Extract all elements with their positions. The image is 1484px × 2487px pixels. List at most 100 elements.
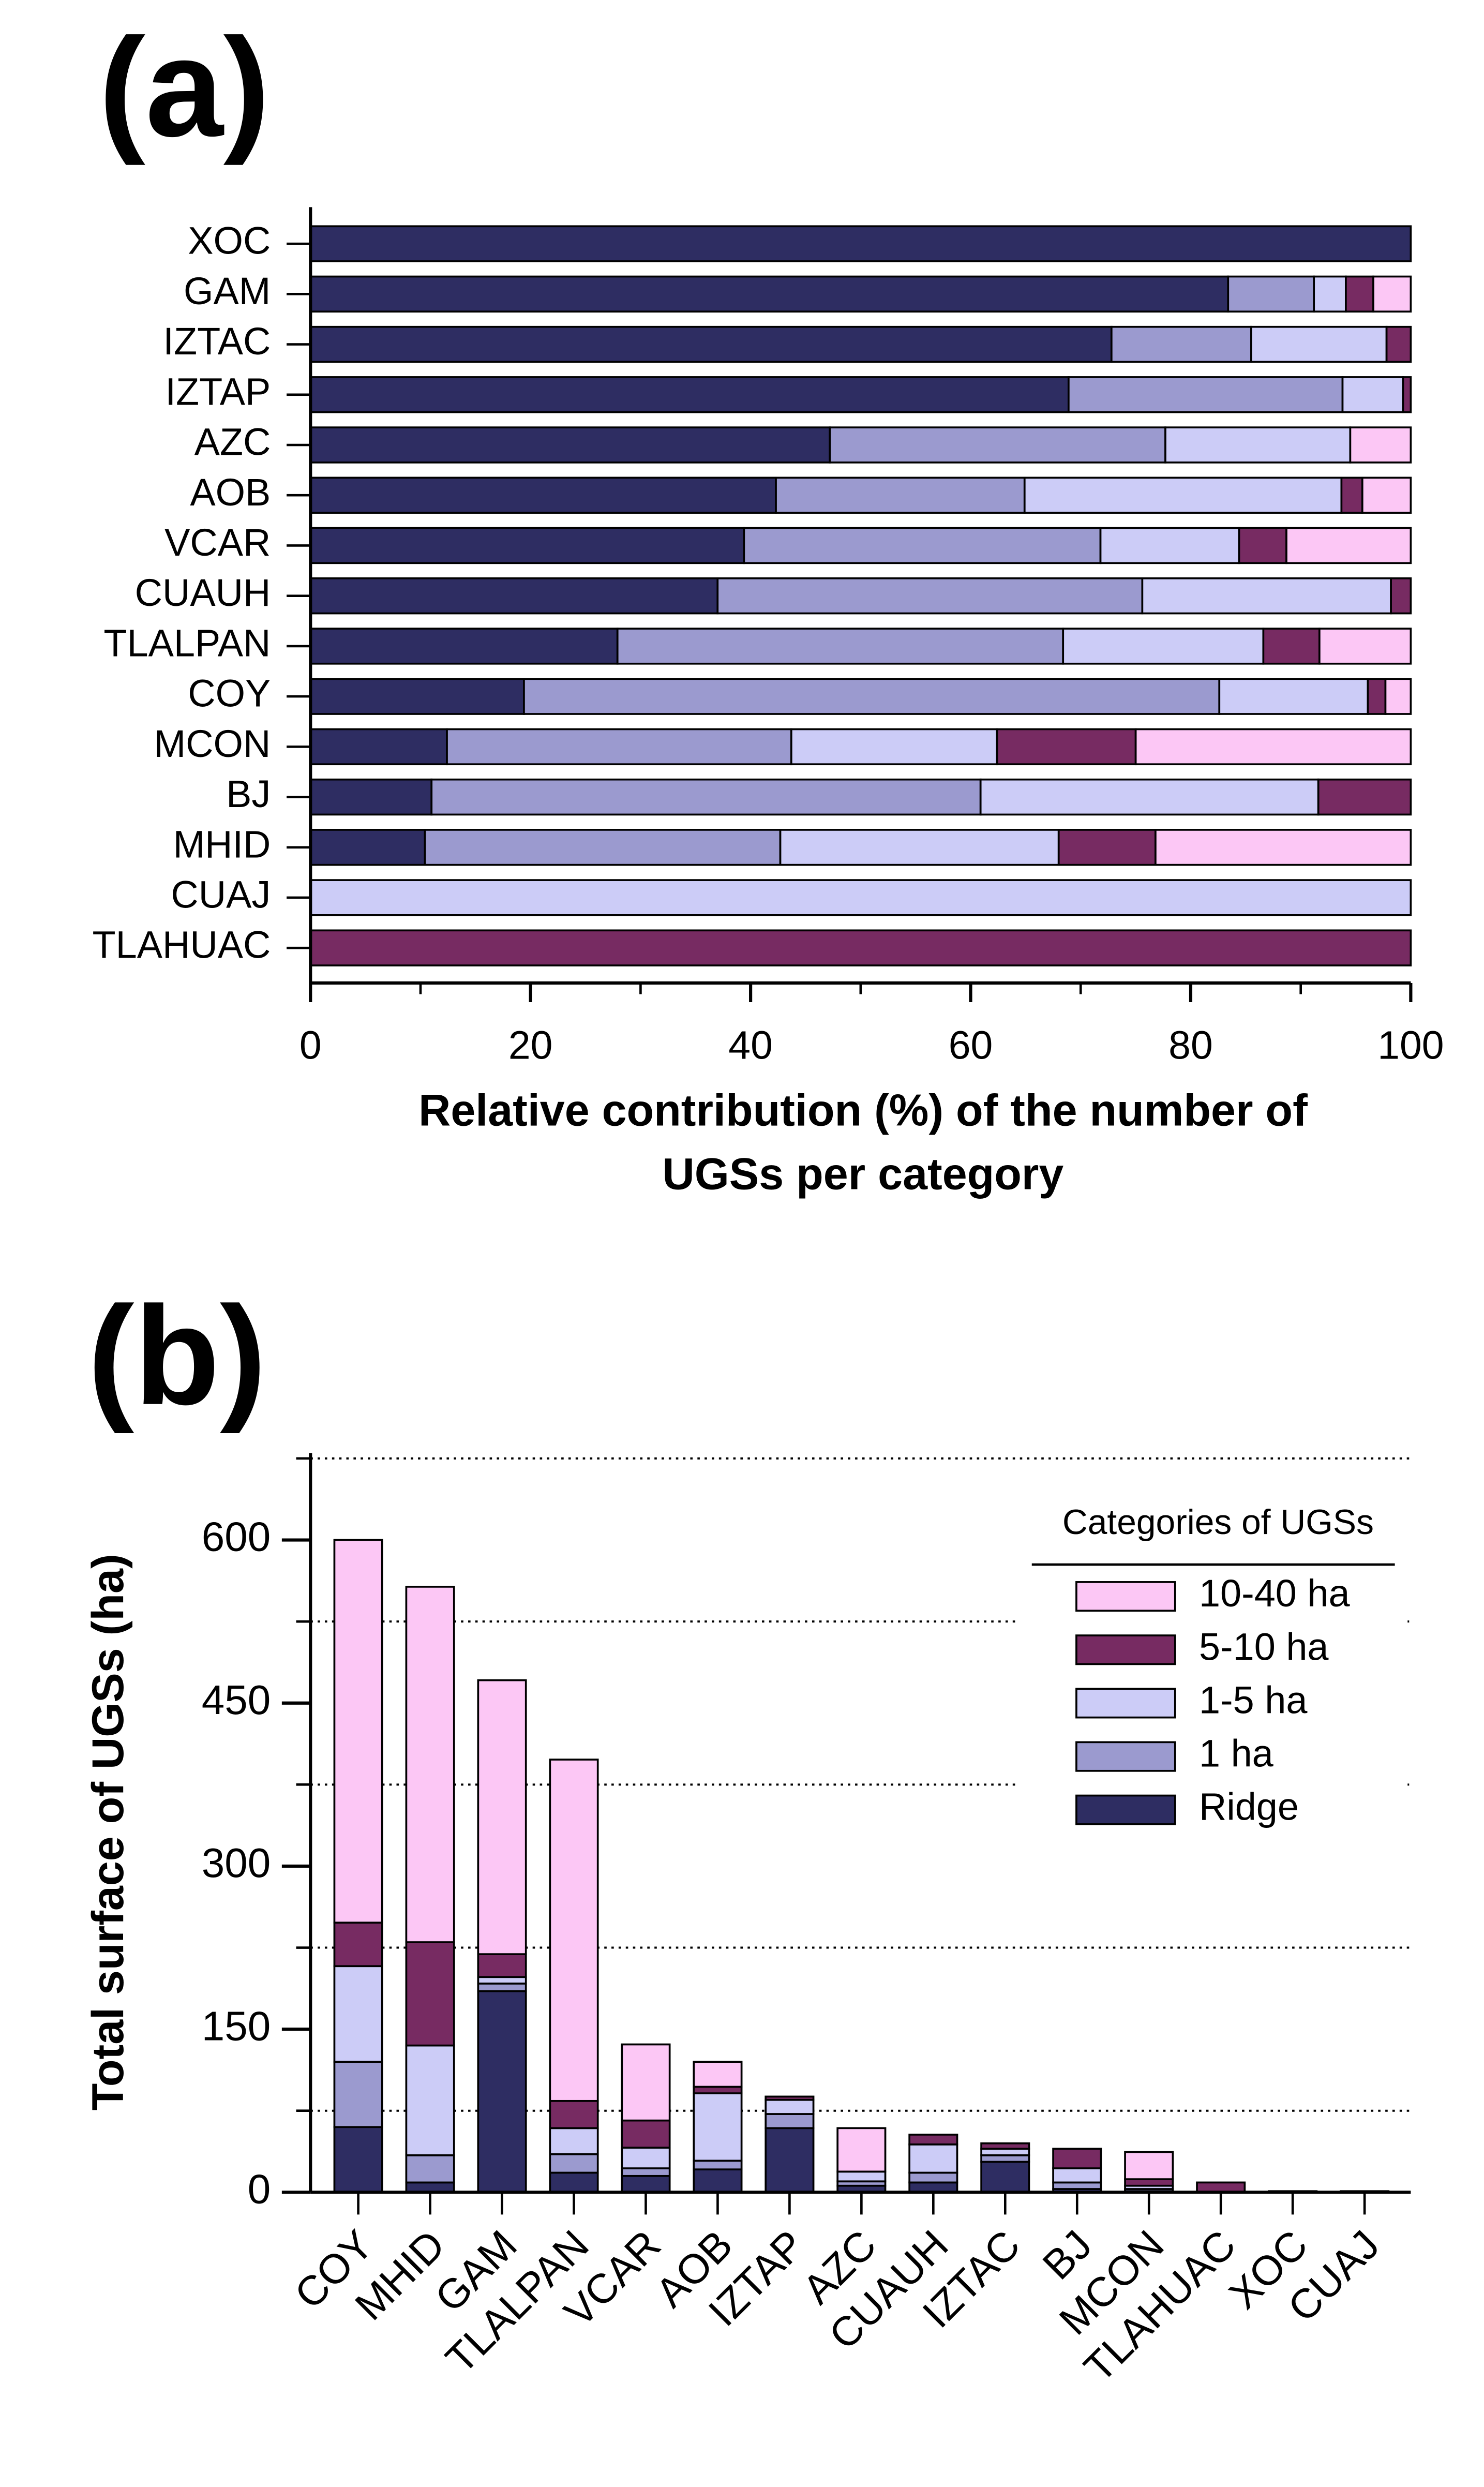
panel-label: (b) bbox=[87, 1278, 266, 1435]
bar-segment bbox=[1349, 426, 1412, 464]
x-tick-label: 0 bbox=[299, 1023, 322, 1068]
y-tick-label: GAM bbox=[184, 270, 271, 312]
bar-segment bbox=[979, 778, 1320, 816]
bar-segment bbox=[1384, 678, 1412, 715]
bar-segment bbox=[1361, 476, 1412, 514]
bar-segment bbox=[1250, 325, 1388, 363]
bar-segment bbox=[1052, 2181, 1102, 2190]
bar-segment bbox=[309, 879, 1412, 916]
bar-segment bbox=[309, 426, 831, 464]
y-tick-label: IZTAP bbox=[166, 370, 271, 413]
y-tick-label: 150 bbox=[202, 2003, 271, 2049]
bar-segment bbox=[309, 527, 745, 564]
bar-segment bbox=[980, 2161, 1030, 2194]
bar-segment bbox=[405, 1586, 455, 1943]
bar-segment bbox=[1134, 728, 1412, 766]
y-tick-label: 300 bbox=[202, 1840, 271, 1886]
bar-segment bbox=[1367, 678, 1387, 715]
bar-segment bbox=[1345, 275, 1374, 313]
bar-segment bbox=[1068, 376, 1344, 413]
bar-segment bbox=[621, 2147, 671, 2169]
bar-segment bbox=[716, 577, 1144, 615]
bar-segment bbox=[1218, 678, 1369, 715]
x-tick-label: 40 bbox=[728, 1023, 773, 1068]
bar-segment bbox=[621, 2175, 671, 2194]
legend-label: 1-5 ha bbox=[1199, 1678, 1308, 1721]
legend-swatch bbox=[1075, 1581, 1176, 1612]
bar-segment bbox=[477, 1953, 527, 1978]
bar-segment bbox=[765, 2098, 815, 2115]
bar-segment bbox=[775, 476, 1026, 514]
bar-segment bbox=[693, 2092, 743, 2162]
bar-segment bbox=[1390, 577, 1412, 615]
bar-segment bbox=[836, 2170, 887, 2183]
bar-segment bbox=[309, 728, 448, 766]
bar-segment bbox=[309, 778, 433, 816]
x-axis-label: Relative contribution (%) of the number … bbox=[418, 1085, 1308, 1135]
x-tick-label: 100 bbox=[1377, 1023, 1444, 1068]
bar-segment bbox=[621, 2119, 671, 2149]
panel-label: (a) bbox=[99, 9, 270, 166]
y-tick-label: CUAJ bbox=[171, 873, 271, 916]
bar-segment bbox=[1141, 577, 1392, 615]
y-tick-label: CUAUH bbox=[135, 571, 271, 614]
bar-segment bbox=[405, 2154, 455, 2184]
bar-segment bbox=[908, 2171, 958, 2184]
bar-segment bbox=[424, 829, 782, 866]
bar-segment bbox=[908, 2143, 958, 2174]
y-tick-label: IZTAC bbox=[163, 320, 271, 363]
bar-segment bbox=[309, 577, 719, 615]
bar-segment bbox=[446, 728, 792, 766]
bar-segment bbox=[309, 628, 619, 665]
bar-segment bbox=[309, 225, 1412, 262]
bar-segment bbox=[477, 1990, 527, 2194]
bar-segment bbox=[765, 2095, 815, 2101]
bar-segment bbox=[1317, 778, 1412, 816]
bar-segment bbox=[309, 929, 1412, 966]
bar-segment bbox=[1110, 325, 1252, 363]
bar-segment bbox=[1052, 2167, 1102, 2184]
legend-label: 1 ha bbox=[1199, 1732, 1274, 1775]
bar-segment bbox=[1402, 376, 1412, 413]
bar-segment bbox=[743, 527, 1102, 564]
y-tick-label: COY bbox=[188, 672, 271, 715]
y-tick-label: BJ bbox=[226, 772, 271, 815]
bar-segment bbox=[1340, 476, 1363, 514]
bar-segment bbox=[477, 1679, 527, 1955]
bar-segment bbox=[765, 2113, 815, 2129]
y-tick-label: TLALPAN bbox=[103, 621, 271, 664]
bar-segment bbox=[836, 2127, 887, 2173]
bar-segment bbox=[1124, 2151, 1174, 2180]
bar-segment bbox=[980, 2148, 1030, 2156]
bar-segment bbox=[693, 2160, 743, 2171]
bar-segment bbox=[1155, 829, 1412, 866]
bar-segment bbox=[430, 778, 982, 816]
legend-swatch bbox=[1075, 1794, 1176, 1825]
bar-segment bbox=[790, 728, 998, 766]
bar-segment bbox=[908, 2134, 958, 2146]
bar-segment bbox=[829, 426, 1166, 464]
legend-swatch bbox=[1075, 1634, 1176, 1665]
bar-segment bbox=[549, 1759, 599, 2102]
bar-segment bbox=[477, 1983, 527, 1992]
bar-segment bbox=[1318, 628, 1412, 665]
x-axis-label: UGSs per category bbox=[663, 1149, 1064, 1199]
bar-segment bbox=[1262, 628, 1321, 665]
bar-segment bbox=[1164, 426, 1352, 464]
bar-segment bbox=[1385, 325, 1412, 363]
bar-segment bbox=[980, 2154, 1030, 2163]
bar-segment bbox=[405, 2044, 455, 2156]
legend-swatch bbox=[1075, 1688, 1176, 1719]
bar-segment bbox=[693, 2168, 743, 2194]
bar-segment bbox=[693, 2061, 743, 2088]
y-tick-label: AOB bbox=[190, 471, 271, 514]
legend-label: 5-10 ha bbox=[1199, 1625, 1329, 1668]
x-tick-label: 20 bbox=[508, 1023, 553, 1068]
bar-segment bbox=[621, 2167, 671, 2177]
bar-segment bbox=[405, 1941, 455, 2047]
bar-segment bbox=[333, 1965, 383, 2063]
y-tick-label: TLAHUAC bbox=[93, 924, 271, 966]
